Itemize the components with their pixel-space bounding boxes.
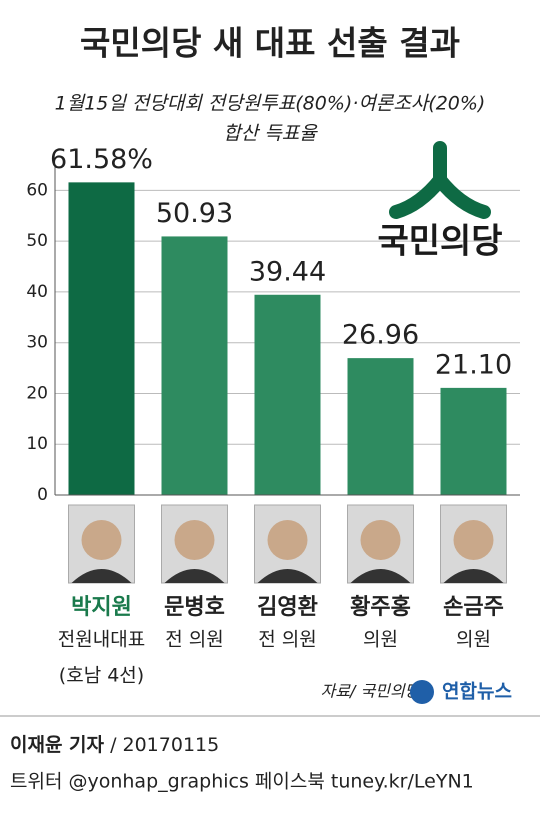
photo-face bbox=[360, 520, 401, 560]
photo-face bbox=[81, 520, 122, 560]
value-label: 21.10 bbox=[435, 349, 512, 380]
candidate-name: 황주홍 bbox=[350, 595, 411, 620]
chart-title: 국민의당 새 대표 선출 결과 bbox=[80, 24, 460, 63]
reporter: 이재윤 기자 bbox=[10, 734, 105, 756]
logo-symbol bbox=[389, 141, 491, 219]
candidate-note: 의원 bbox=[363, 629, 398, 651]
value-label: 26.96 bbox=[342, 320, 419, 351]
y-tick-label: 30 bbox=[26, 333, 48, 353]
y-tick-label: 50 bbox=[26, 231, 48, 251]
photo-suit bbox=[71, 569, 132, 583]
logo-text: 국민의당 bbox=[377, 222, 502, 262]
value-label: 39.44 bbox=[249, 256, 326, 287]
source: 자료/ 국민의당 bbox=[321, 682, 422, 701]
candidate-note: 의원 bbox=[456, 629, 491, 651]
candidate-note: 전원내대표 bbox=[58, 629, 145, 651]
value-axis-label: 합산 득표율 bbox=[223, 123, 318, 145]
photo-suit bbox=[350, 569, 411, 583]
party-logo: 국민의당 bbox=[377, 141, 503, 262]
candidate-name: 박지원 bbox=[71, 595, 132, 620]
bar bbox=[347, 358, 414, 495]
photo-suit bbox=[443, 569, 504, 583]
agency: 연합뉴스 bbox=[442, 681, 512, 703]
value-label: 61.58% bbox=[50, 144, 153, 175]
chart-subtitle: 1월15일 전당대회 전당원투표(80%)·여론조사(20%) bbox=[55, 93, 486, 115]
bar bbox=[161, 236, 228, 495]
y-tick-label: 40 bbox=[26, 282, 48, 302]
y-tick-label: 0 bbox=[37, 485, 48, 505]
photo-face bbox=[453, 520, 494, 560]
y-tick-label: 20 bbox=[26, 383, 48, 403]
candidate-note: 전 의원 bbox=[165, 629, 223, 651]
photo-suit bbox=[164, 569, 225, 583]
bar bbox=[440, 387, 507, 495]
bar bbox=[254, 294, 321, 495]
candidate-note: (호남 4선) bbox=[59, 665, 144, 687]
y-tick-label: 10 bbox=[26, 434, 48, 454]
credit: 이재윤 기자 / 20170115 bbox=[10, 734, 219, 756]
agency-icon bbox=[410, 680, 434, 704]
y-tick-label: 60 bbox=[26, 180, 48, 200]
candidate-name: 손금주 bbox=[443, 595, 504, 620]
photo-face bbox=[267, 520, 308, 560]
candidate-name: 김영환 bbox=[257, 595, 318, 620]
photo-suit bbox=[257, 569, 318, 583]
candidate-note: 전 의원 bbox=[258, 629, 316, 651]
photo-face bbox=[174, 520, 215, 560]
social: 트위터 @yonhap_graphics 페이스북 tuney.kr/LeYN1 bbox=[10, 771, 474, 793]
date: / 20170115 bbox=[110, 734, 219, 756]
value-label: 50.93 bbox=[156, 198, 233, 229]
candidate-name: 문병호 bbox=[164, 595, 225, 620]
bar bbox=[68, 182, 135, 495]
